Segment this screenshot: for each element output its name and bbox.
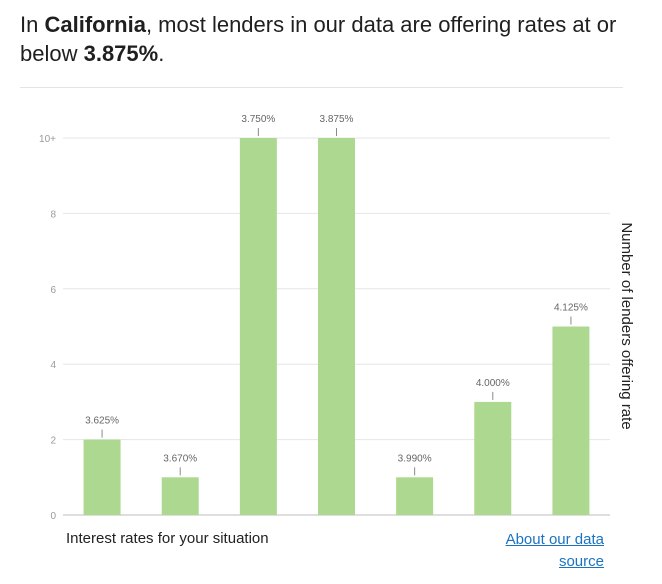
headline-middle: , most lenders in our data are offering … — [20, 12, 617, 66]
bar — [552, 326, 590, 515]
bar — [239, 138, 277, 515]
bar-chart: 0 2 4 6 8 10+ 3.625% 3.670% 3.750% 3.875% 3.990% 4.… — [39, 114, 635, 522]
y-tick-label: 2 — [50, 436, 56, 447]
header-divider — [20, 87, 623, 88]
bar — [474, 401, 512, 515]
data-label: 3.670% — [163, 453, 197, 464]
y-tick-label: 8 — [50, 209, 56, 220]
headline-state: California — [44, 12, 146, 37]
bar — [83, 439, 121, 515]
data-label: 4.125% — [554, 303, 588, 314]
headline-prefix: In — [20, 12, 45, 37]
chart-headline: In California, most lenders in our data … — [20, 10, 620, 68]
bar — [161, 477, 199, 515]
y-axis-title: Number of lenders offering rate — [618, 222, 635, 429]
x-axis-title: Interest rates for your situation — [66, 530, 269, 547]
y-tick-label: 4 — [50, 360, 56, 371]
data-label: 3.875% — [320, 114, 354, 125]
y-tick-label: 6 — [50, 285, 56, 296]
headline-suffix: . — [158, 41, 165, 66]
y-tick-label: 10+ — [39, 134, 56, 145]
data-label: 4.000% — [476, 378, 510, 389]
bar — [318, 138, 355, 515]
about-data-source-link[interactable]: About our data source — [505, 531, 604, 570]
data-label: 3.750% — [241, 114, 275, 125]
data-label: 3.990% — [398, 453, 432, 464]
y-tick-label: 0 — [50, 511, 56, 522]
bar — [396, 477, 434, 515]
data-label: 3.625% — [85, 416, 119, 427]
headline-rate: 3.875% — [83, 41, 159, 66]
